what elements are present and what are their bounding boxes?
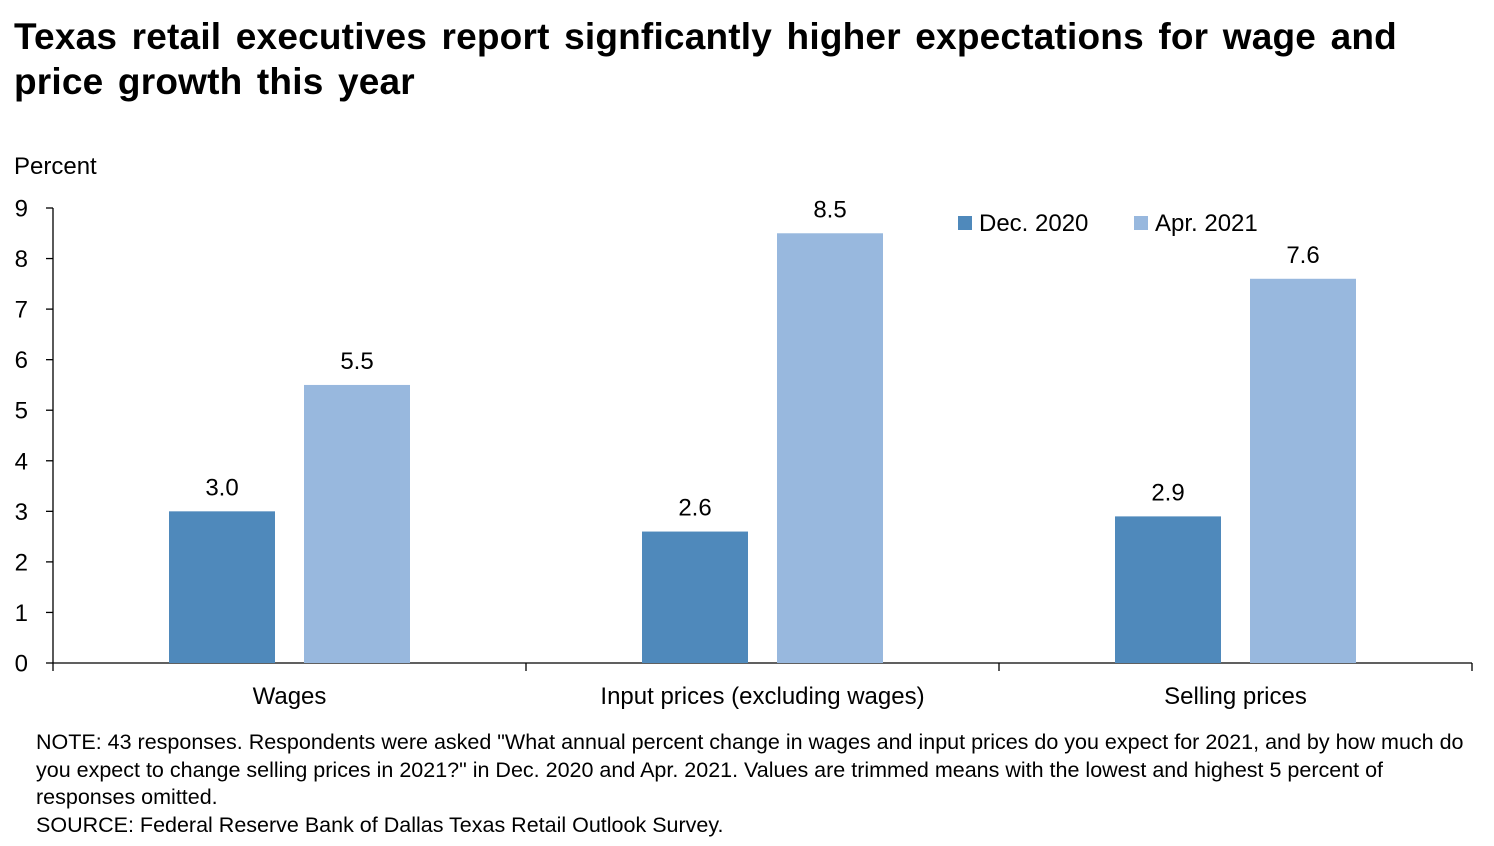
y-tick-label: 5: [15, 398, 28, 425]
bar-dec-2020: [642, 531, 748, 663]
chart-title: Texas retail executives report signfican…: [14, 16, 1397, 102]
y-tick-label: 4: [15, 448, 28, 475]
y-tick-label: 1: [15, 600, 28, 627]
y-tick-label: 7: [15, 297, 28, 324]
data-label: 5.5: [340, 348, 373, 375]
y-tick-label: 2: [15, 549, 28, 576]
bar-apr-2021: [777, 233, 883, 663]
x-tick-label: Input prices (excluding wages): [600, 683, 924, 710]
data-label: 2.6: [678, 495, 711, 522]
legend-label: Dec. 2020: [979, 210, 1088, 237]
y-tick-label: 6: [15, 347, 28, 374]
y-tick-label: 3: [15, 499, 28, 526]
legend-label: Apr. 2021: [1155, 210, 1258, 237]
source-text: SOURCE: Federal Reserve Bank of Dallas T…: [36, 812, 724, 837]
y-tick-label: 8: [15, 246, 28, 273]
y-tick-label: 0: [15, 651, 28, 678]
data-label: 8.5: [813, 196, 846, 223]
chart-footnote: NOTE: 43 responses. Respondents were ask…: [36, 729, 1476, 839]
data-label: 3.0: [205, 474, 238, 501]
bar-dec-2020: [169, 511, 275, 663]
legend-swatch: [1134, 216, 1148, 230]
x-tick-label: Wages: [253, 683, 327, 710]
y-axis-label: Percent: [14, 153, 97, 180]
note-text: NOTE: 43 responses. Respondents were ask…: [36, 730, 1464, 809]
legend-swatch: [958, 216, 972, 230]
data-label: 2.9: [1151, 479, 1184, 506]
data-label: 7.6: [1286, 242, 1319, 269]
bar-apr-2021: [1250, 278, 1356, 663]
bar-apr-2021: [304, 384, 410, 663]
bar-dec-2020: [1115, 516, 1221, 663]
x-tick-label: Selling prices: [1164, 683, 1307, 710]
y-tick-label: 9: [15, 196, 28, 223]
